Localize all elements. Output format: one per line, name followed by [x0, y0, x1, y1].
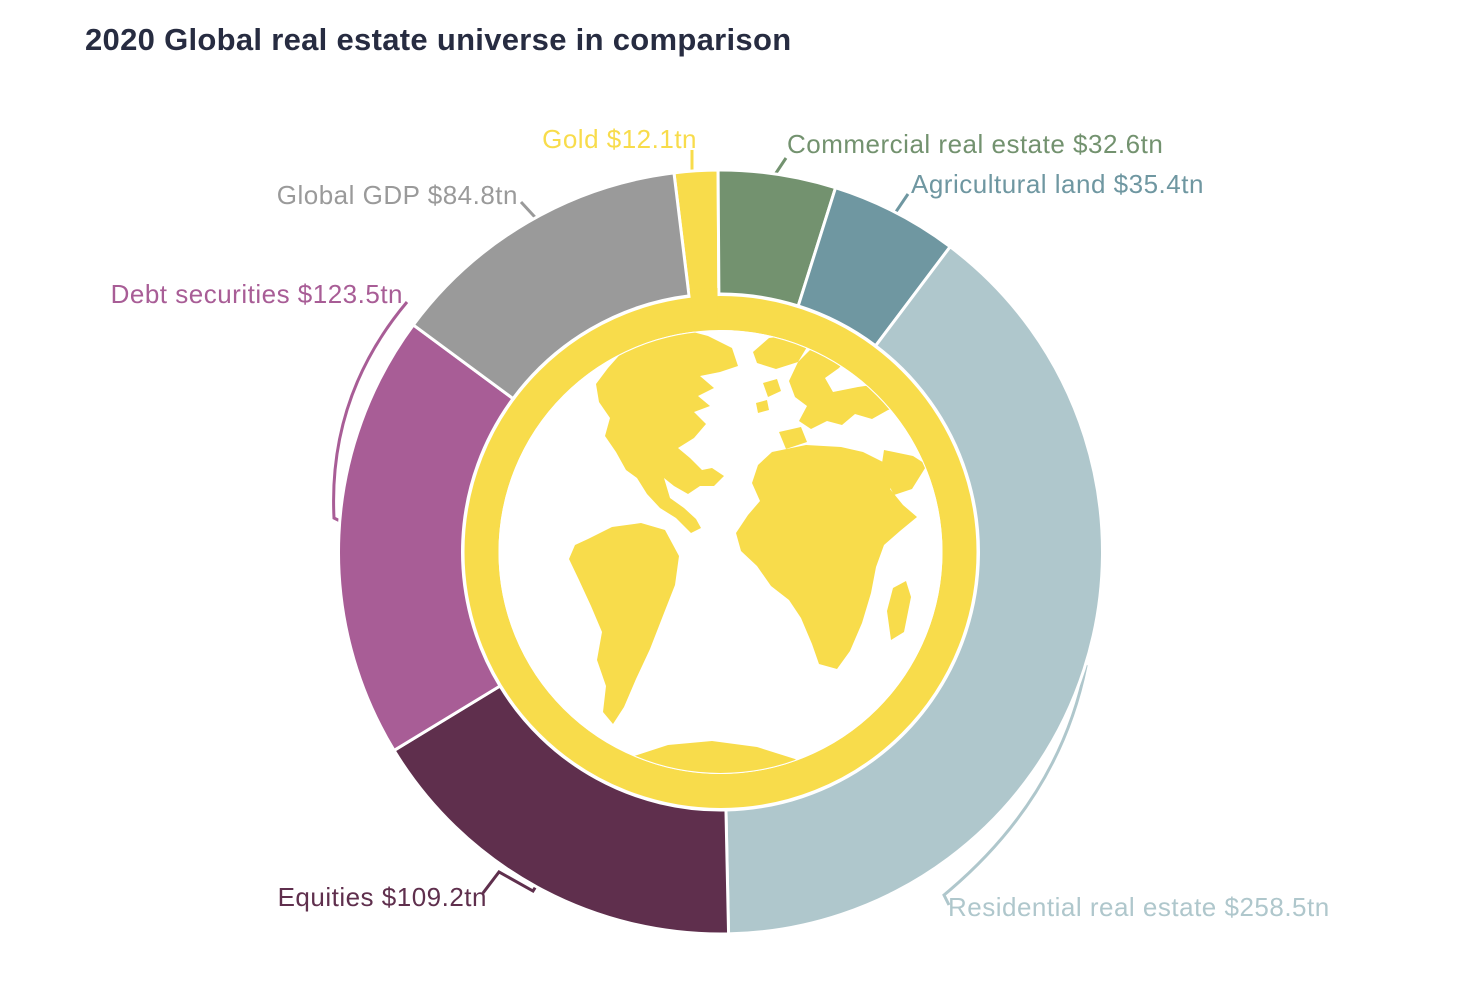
page-title: 2020 Global real estate universe in comp…: [85, 22, 792, 57]
segment-residential-real-estate: [724, 244, 1104, 936]
continent-africa: [736, 445, 917, 669]
leader-line-debt-securities: [332, 301, 409, 528]
region-arabia: [881, 450, 927, 495]
label-commercial-real-estate: Commercial real estate $32.6tn: [787, 129, 1164, 159]
gold-bridge: [689, 288, 719, 339]
leader-line-residential-real-estate: [942, 653, 1088, 906]
continent-europe: [789, 337, 918, 429]
globe-ring: [464, 296, 977, 808]
continent-greenland: [753, 335, 807, 369]
segment-debt-securities: [337, 322, 516, 753]
globe-illustration: [464, 288, 977, 808]
island-ireland: [756, 400, 769, 413]
label-gold: Gold $12.1tn: [542, 124, 697, 154]
label-equities: Equities $109.2tn: [277, 882, 487, 912]
label-global-gdp: Global GDP $84.8tn: [276, 180, 518, 210]
world-map-icon: [569, 331, 927, 773]
label-debt-securities: Debt securities $123.5tn: [110, 279, 403, 309]
island-great-britain: [763, 379, 781, 397]
label-residential-real-estate: Residential real estate $258.5tn: [948, 892, 1330, 922]
gold-bridge-slot: [689, 288, 719, 339]
continent-north-america: [596, 331, 738, 533]
continent-south-america: [569, 523, 679, 724]
label-agricultural-land: Agricultural land $35.4tn: [911, 169, 1204, 199]
island-madagascar: [887, 581, 911, 640]
segment-global-gdp: [411, 171, 691, 401]
donut-segments: [337, 168, 1104, 936]
region-iberia: [779, 427, 807, 449]
